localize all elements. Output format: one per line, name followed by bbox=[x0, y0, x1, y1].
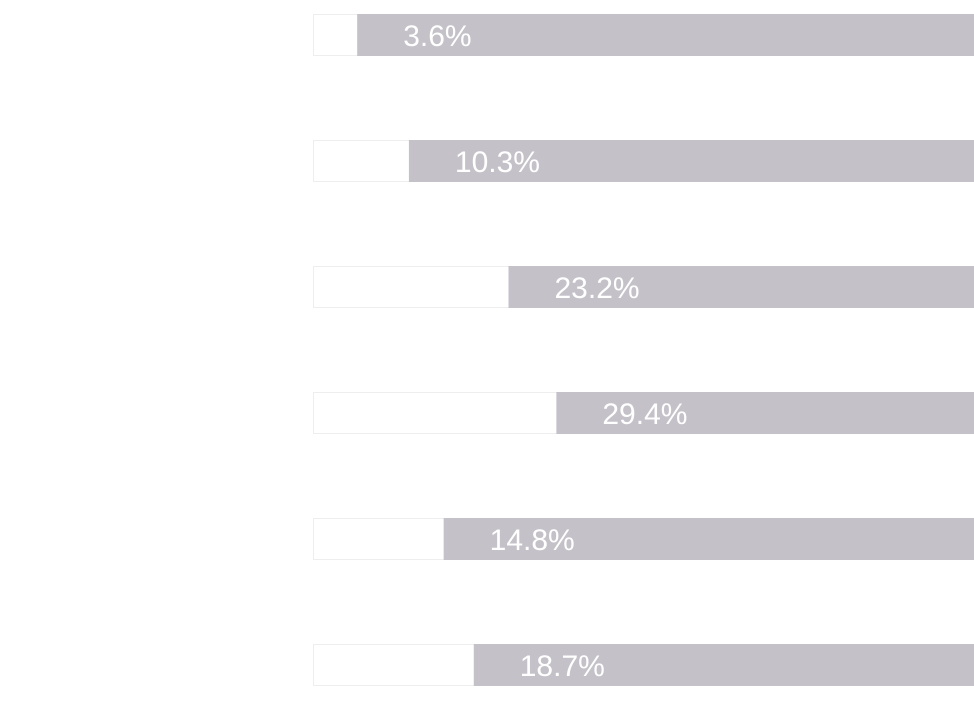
bar-row-6: 18.7% bbox=[313, 644, 974, 686]
bar bbox=[408, 140, 974, 182]
bar-row-2: 10.3% bbox=[313, 140, 974, 182]
bar bbox=[473, 644, 974, 686]
bar-row-1: 3.6% bbox=[313, 14, 974, 56]
data-label: 10.3% bbox=[455, 146, 540, 179]
bar-row-3: 23.2% bbox=[313, 266, 974, 308]
bar-row-4: 29.4% bbox=[313, 392, 974, 434]
data-label: 18.7% bbox=[520, 650, 605, 683]
bar-row-5: 14.8% bbox=[313, 518, 974, 560]
bar bbox=[357, 14, 974, 56]
bar bbox=[508, 266, 974, 308]
bar bbox=[443, 518, 974, 560]
data-label: 29.4% bbox=[602, 398, 687, 431]
data-label: 23.2% bbox=[555, 272, 640, 305]
bar bbox=[556, 392, 974, 434]
data-label: 3.6% bbox=[403, 20, 471, 53]
data-label: 14.8% bbox=[490, 524, 575, 557]
